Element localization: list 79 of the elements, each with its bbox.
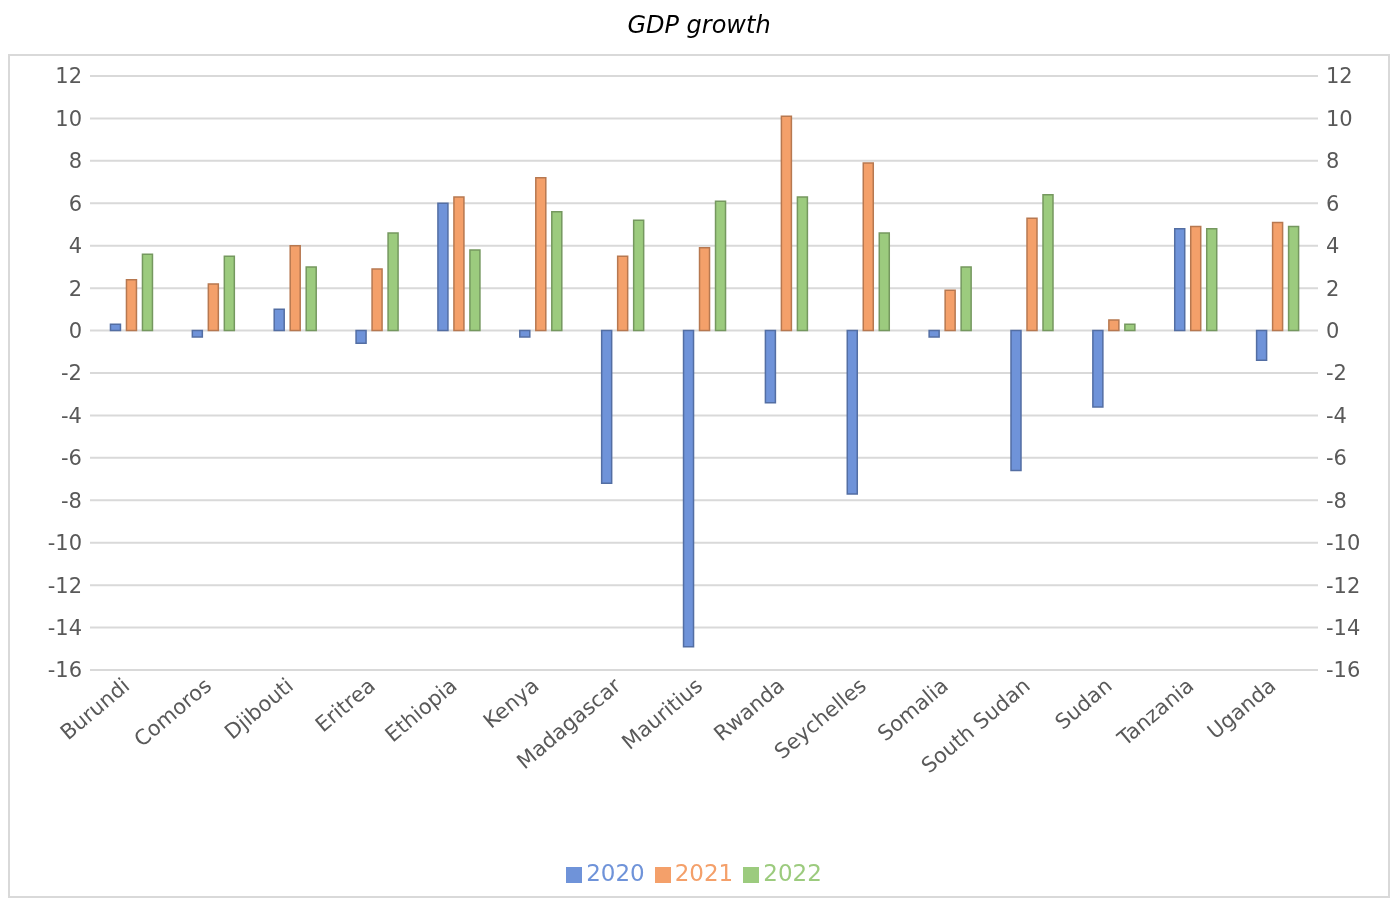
bar [387,232,399,332]
y2-tick-label: 6 [1326,191,1340,216]
bar [632,219,645,332]
bar [207,283,220,332]
bar [191,329,204,338]
bar [1026,217,1038,332]
legend-label: 2022 [763,860,822,886]
bar [305,266,317,332]
bar [1189,225,1202,332]
y-tick-label: -12 [47,573,82,598]
bar [125,278,138,332]
y-tick-label: -2 [61,361,82,386]
bar [846,329,859,495]
y2-tick-label: -4 [1326,403,1347,428]
bar [141,253,154,332]
bar [928,329,940,338]
bar [109,323,122,332]
y2-tick-label: -14 [1326,616,1361,641]
bar [437,202,449,332]
bar [1205,227,1218,332]
y2-tick-label: 12 [1326,64,1353,89]
bar [273,308,285,332]
bar [453,196,465,332]
bar [960,266,972,332]
bar [698,247,711,332]
bar [878,232,891,332]
bar [551,211,563,332]
bar [1271,221,1284,332]
bar [1287,225,1300,332]
legend-label: 2020 [586,860,645,886]
bar [682,329,695,648]
bar [944,289,956,332]
bar [764,329,777,404]
y-tick-label: -8 [61,488,82,513]
y-tick-label: 8 [68,149,82,174]
legend-label: 2021 [674,860,734,886]
y2-tick-label: -10 [1326,531,1361,556]
bar [796,196,809,332]
bar [1108,319,1120,332]
y2-tick-label: -8 [1326,488,1347,513]
y2-tick-label: 0 [1326,319,1340,344]
bar [600,329,613,485]
bar [780,115,793,332]
y-tick-label: 4 [68,234,82,259]
bar [519,329,531,338]
bar [616,255,629,332]
y2-tick-label: 4 [1326,234,1340,259]
y2-tick-label: 10 [1326,106,1353,131]
bar [714,200,727,332]
y-tick-label: -10 [47,531,82,556]
y-tick-label: 6 [68,191,82,216]
y-tick-label: -14 [47,616,82,641]
y2-tick-label: -12 [1326,573,1361,598]
y2-tick-label: 8 [1326,149,1340,174]
bar [371,268,383,332]
bar [535,177,547,332]
bar [469,249,481,332]
bar [1124,323,1136,332]
bar [1173,227,1186,332]
y-tick-label: 2 [68,276,82,301]
bar [1255,329,1268,362]
y-tick-label: 10 [55,106,82,131]
y2-tick-label: -2 [1326,361,1347,386]
y-tick-label: -6 [61,446,82,471]
y-tick-label: -16 [47,658,82,683]
bar [1042,194,1054,332]
y2-tick-label: -16 [1326,658,1361,683]
bar [1010,329,1022,472]
y2-tick-label: 2 [1326,276,1340,301]
bar [289,244,301,332]
chart-title: GDP growth [626,10,772,41]
bar [355,329,367,345]
bar [1092,329,1104,408]
y-tick-label: 12 [55,64,82,89]
y-tick-label: 0 [68,319,82,344]
y2-tick-label: -6 [1326,446,1347,471]
y-tick-label: -4 [61,403,82,428]
bar [862,162,875,332]
bar [223,255,236,332]
